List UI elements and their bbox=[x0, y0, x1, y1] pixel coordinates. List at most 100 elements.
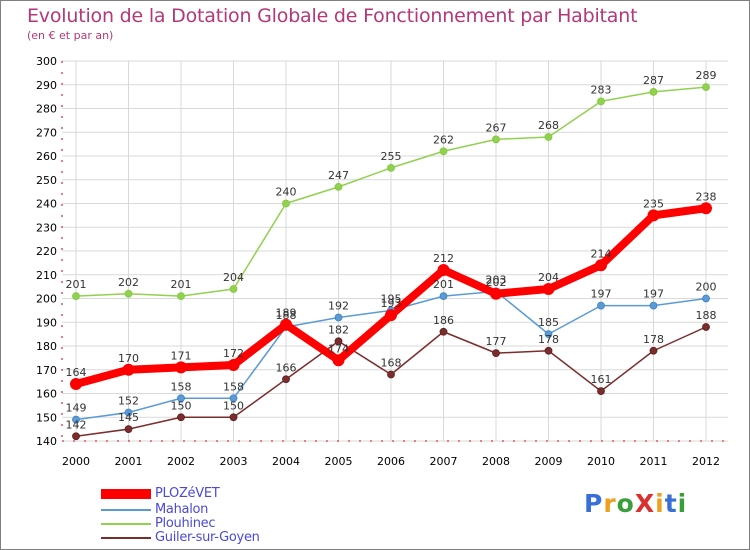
x-tick-2001: 2001 bbox=[115, 455, 143, 468]
point-plouhinec-2012 bbox=[702, 83, 710, 92]
point-guiler-sur-goyen-2008 bbox=[492, 349, 500, 358]
label-guiler-sur-goyen-2006: 168 bbox=[381, 357, 402, 370]
point-plozevet-2008 bbox=[490, 287, 502, 300]
label-mahalon-2012: 200 bbox=[696, 281, 717, 294]
logo-letter: i bbox=[677, 489, 688, 518]
label-plouhinec-2006: 255 bbox=[381, 150, 402, 163]
legend-label-mahalon: Mahalon bbox=[155, 502, 209, 517]
series-points bbox=[70, 83, 712, 441]
point-plouhinec-2009 bbox=[544, 133, 553, 141]
legend-swatch-plozevet bbox=[101, 489, 151, 499]
label-plouhinec-2001: 202 bbox=[118, 276, 139, 289]
y-tick-200: 200 bbox=[36, 293, 57, 306]
y-tick-150: 150 bbox=[36, 411, 57, 424]
y-tick-220: 220 bbox=[36, 245, 57, 258]
y-tick-250: 250 bbox=[36, 174, 57, 187]
point-plouhinec-2007 bbox=[439, 147, 448, 156]
point-plouhinec-2001 bbox=[124, 289, 133, 298]
point-plozevet-2007 bbox=[437, 264, 450, 276]
point-guiler-sur-goyen-2011 bbox=[649, 346, 658, 355]
label-guiler-sur-goyen-2008: 177 bbox=[486, 335, 507, 348]
x-tick-2008: 2008 bbox=[482, 455, 510, 468]
label-mahalon-2010: 197 bbox=[591, 288, 612, 301]
y-tick-280: 280 bbox=[36, 103, 57, 116]
logo-letter: o bbox=[616, 489, 635, 518]
label-plozevet-2008: 202 bbox=[486, 276, 507, 289]
legend-swatch-mahalon bbox=[101, 509, 151, 511]
label-plouhinec-2002: 201 bbox=[171, 278, 192, 291]
label-mahalon-2006: 195 bbox=[381, 292, 402, 305]
label-plozevet-2011: 235 bbox=[643, 197, 664, 210]
point-plozevet-2006 bbox=[385, 309, 397, 322]
label-mahalon-2003: 158 bbox=[223, 380, 244, 393]
label-mahalon-2000: 149 bbox=[66, 402, 87, 415]
point-guiler-sur-goyen-2006 bbox=[387, 370, 395, 379]
label-mahalon-2004: 188 bbox=[276, 309, 297, 322]
point-mahalon-2001 bbox=[124, 408, 133, 417]
point-guiler-sur-goyen-2009 bbox=[544, 346, 553, 355]
point-guiler-sur-goyen-2007 bbox=[439, 327, 448, 336]
point-plouhinec-2011 bbox=[649, 87, 658, 96]
point-guiler-sur-goyen-2010 bbox=[597, 387, 605, 396]
label-plozevet-2003: 172 bbox=[223, 347, 244, 360]
point-plozevet-2005 bbox=[332, 354, 345, 367]
label-plozevet-2002: 171 bbox=[171, 349, 192, 362]
label-plouhinec-2004: 240 bbox=[276, 186, 297, 199]
y-tick-270: 270 bbox=[36, 126, 57, 139]
label-plozevet-2007: 212 bbox=[433, 252, 454, 265]
grid-lines bbox=[62, 60, 728, 442]
label-plouhinec-2003: 204 bbox=[223, 271, 244, 284]
label-mahalon-2007: 201 bbox=[433, 278, 454, 291]
x-tick-2007: 2007 bbox=[430, 455, 458, 468]
point-mahalon-2007 bbox=[439, 292, 448, 301]
x-tick-2011: 2011 bbox=[640, 455, 668, 468]
label-plouhinec-2010: 283 bbox=[591, 83, 612, 96]
label-plozevet-2001: 170 bbox=[118, 352, 139, 365]
point-plouhinec-2004 bbox=[282, 199, 290, 208]
y-tick-160: 160 bbox=[36, 388, 57, 401]
label-mahalon-2005: 192 bbox=[328, 300, 349, 313]
label-plozevet-2009: 204 bbox=[538, 271, 559, 284]
point-plouhinec-2002 bbox=[177, 292, 185, 301]
label-plozevet-2004: 189 bbox=[276, 307, 297, 320]
point-guiler-sur-goyen-2012 bbox=[702, 323, 710, 331]
label-plozevet-2010: 214 bbox=[591, 247, 612, 260]
point-plouhinec-2010 bbox=[597, 97, 605, 106]
label-plouhinec-2009: 268 bbox=[538, 119, 559, 132]
point-mahalon-2009 bbox=[544, 330, 553, 339]
y-tick-140: 140 bbox=[36, 435, 57, 448]
logo-letter: i bbox=[655, 489, 665, 518]
point-plouhinec-2006 bbox=[387, 163, 395, 172]
label-guiler-sur-goyen-2003: 150 bbox=[223, 399, 244, 412]
axes bbox=[61, 61, 728, 442]
point-plozevet-2012 bbox=[700, 202, 712, 215]
logo-letter: P bbox=[584, 489, 604, 518]
data-labels: 201 202 201 204 240 247 255 262 267 268 283 287 289 1… bbox=[66, 69, 717, 431]
point-guiler-sur-goyen-2003 bbox=[229, 413, 238, 422]
label-guiler-sur-goyen-2010: 161 bbox=[591, 373, 612, 386]
tick-labels: 140 150 160 170 180 190 200 210 220 230 240 250 260 2… bbox=[36, 55, 720, 468]
point-plozevet-2000 bbox=[70, 378, 82, 390]
x-tick-2012: 2012 bbox=[692, 455, 720, 468]
x-tick-2003: 2003 bbox=[220, 455, 248, 468]
label-plouhinec-2000: 201 bbox=[66, 278, 87, 291]
proxiti-logo: ProXiti bbox=[584, 489, 687, 518]
label-mahalon-2002: 158 bbox=[171, 380, 192, 393]
legend-label-plouhinec: Plouhinec bbox=[155, 516, 216, 531]
y-tick-190: 190 bbox=[36, 316, 57, 329]
label-plouhinec-2011: 287 bbox=[643, 74, 664, 87]
y-tick-240: 240 bbox=[36, 198, 57, 211]
legend-swatch-plouhinec bbox=[101, 523, 151, 525]
y-tick-260: 260 bbox=[36, 150, 57, 163]
point-mahalon-2002 bbox=[177, 394, 185, 403]
label-guiler-sur-goyen-2012: 188 bbox=[696, 309, 717, 322]
logo-letter: X bbox=[634, 489, 656, 518]
point-plouhinec-2000 bbox=[72, 292, 80, 301]
label-plouhinec-2005: 247 bbox=[328, 169, 349, 182]
label-plouhinec-2008: 267 bbox=[486, 121, 507, 134]
point-mahalon-2005 bbox=[334, 313, 343, 322]
point-plozevet-2001 bbox=[122, 363, 135, 376]
label-mahalon-2001: 152 bbox=[118, 395, 139, 408]
